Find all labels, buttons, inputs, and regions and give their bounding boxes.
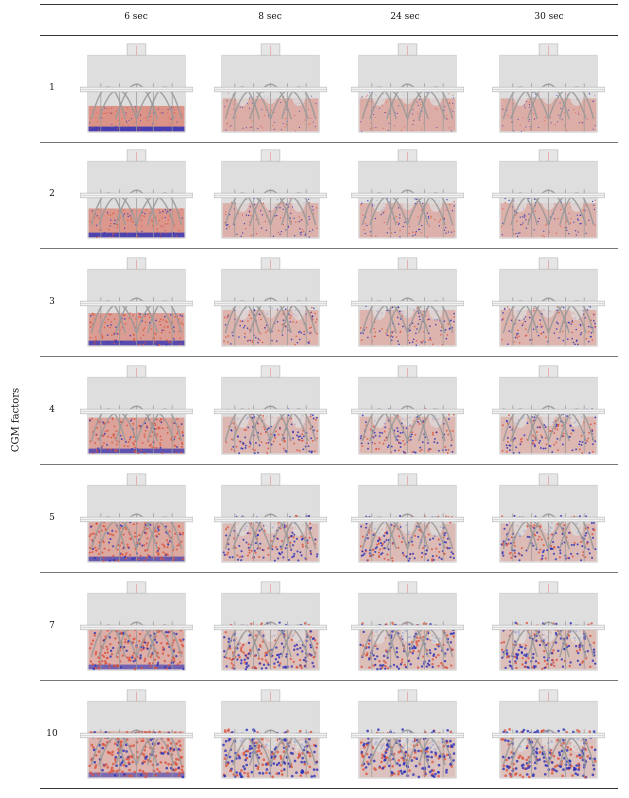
table-cell (80, 580, 193, 674)
table-cell (214, 472, 327, 566)
simulation-snapshot (214, 473, 327, 563)
table-cell (214, 580, 327, 674)
table-cell (214, 148, 327, 242)
row-label: 4 (49, 405, 55, 415)
simulation-snapshot (214, 43, 327, 133)
simulation-snapshot (492, 689, 605, 779)
bottom-rule (40, 788, 618, 789)
table-cell (492, 472, 605, 566)
simulation-snapshot (214, 257, 327, 347)
simulation-snapshot (80, 473, 193, 563)
simulation-snapshot (80, 257, 193, 347)
header-rule (40, 35, 618, 36)
simulation-snapshot (80, 365, 193, 455)
simulation-snapshot (351, 365, 464, 455)
row-label: 7 (49, 621, 55, 631)
row-separator (40, 356, 618, 357)
simulation-snapshot (80, 581, 193, 671)
simulation-snapshot (492, 365, 605, 455)
table-cell (351, 42, 464, 136)
simulation-snapshot (214, 581, 327, 671)
table-cell (351, 256, 464, 350)
column-header-2: 8 sec (258, 12, 282, 22)
row-separator (40, 680, 618, 681)
simulation-snapshot (80, 43, 193, 133)
table-cell (351, 148, 464, 242)
simulation-snapshot (351, 43, 464, 133)
simulation-snapshot (351, 581, 464, 671)
table-cell (80, 148, 193, 242)
simulation-snapshot (351, 689, 464, 779)
simulation-snapshot (80, 149, 193, 239)
table-cell (80, 42, 193, 136)
table-cell (351, 580, 464, 674)
table-cell (214, 688, 327, 782)
table-cell (80, 472, 193, 566)
table-cell (492, 580, 605, 674)
simulation-snapshot (351, 257, 464, 347)
table-cell (214, 256, 327, 350)
column-header-4: 30 sec (534, 12, 564, 22)
table-cell (492, 42, 605, 136)
y-axis-label: CGM factors (10, 387, 22, 453)
table-cell (492, 256, 605, 350)
table-cell (351, 364, 464, 458)
top-rule (40, 4, 618, 5)
row-label: 3 (49, 297, 55, 307)
simulation-snapshot (214, 365, 327, 455)
row-label: 2 (49, 189, 55, 199)
table-cell (492, 364, 605, 458)
row-separator (40, 248, 618, 249)
simulation-snapshot (351, 149, 464, 239)
table-cell (80, 688, 193, 782)
table-cell (214, 364, 327, 458)
table-cell (80, 364, 193, 458)
simulation-snapshot (80, 689, 193, 779)
row-separator (40, 464, 618, 465)
table-cell (351, 472, 464, 566)
row-label: 1 (49, 83, 55, 93)
simulation-snapshot (214, 689, 327, 779)
row-separator (40, 142, 618, 143)
table-cell (214, 42, 327, 136)
simulation-snapshot (492, 257, 605, 347)
simulation-snapshot (492, 43, 605, 133)
column-header-3: 24 sec (390, 12, 420, 22)
simulation-snapshot (351, 473, 464, 563)
row-separator (40, 572, 618, 573)
simulation-snapshot (492, 581, 605, 671)
row-label: 5 (49, 513, 55, 523)
simulation-snapshot (492, 473, 605, 563)
simulation-snapshot (492, 149, 605, 239)
table-cell (492, 148, 605, 242)
table-cell (80, 256, 193, 350)
table-cell (492, 688, 605, 782)
simulation-snapshot (214, 149, 327, 239)
table-cell (351, 688, 464, 782)
row-label: 10 (46, 729, 58, 739)
column-header-1: 6 sec (124, 12, 148, 22)
